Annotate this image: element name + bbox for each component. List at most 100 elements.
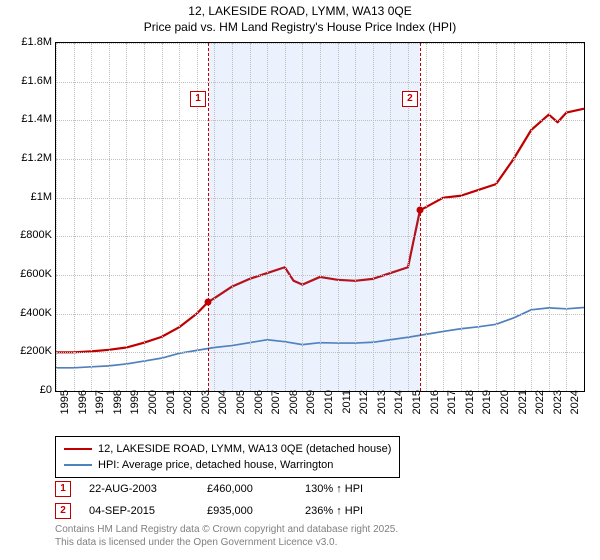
gridline-v [109,43,110,391]
gridline-v [232,43,233,391]
gridline-v [338,43,339,391]
gridline-v [531,43,532,391]
x-axis-label: 2007 [270,390,282,430]
legend-swatch [64,448,92,451]
x-axis-label: 2008 [288,390,300,430]
marker-line [420,43,421,391]
gridline-v [126,43,127,391]
annotation-date: 22-AUG-2003 [89,483,189,495]
y-axis-label: £1M [2,191,52,203]
x-axis-label: 2012 [358,390,370,430]
x-axis-label: 2000 [147,390,159,430]
marker-dot [416,207,423,214]
legend-item: 12, LAKESIDE ROAD, LYMM, WA13 0QE (detac… [64,441,391,457]
y-axis-label: £400K [2,307,52,319]
title-line-2: Price paid vs. HM Land Registry's House … [0,20,600,36]
x-axis-label: 1999 [129,390,141,430]
legend-label: 12, LAKESIDE ROAD, LYMM, WA13 0QE (detac… [98,443,391,455]
gridline-v [373,43,374,391]
x-axis-label: 2017 [446,390,458,430]
chart-title: 12, LAKESIDE ROAD, LYMM, WA13 0QE Price … [0,0,600,35]
y-axis-label: £600K [2,268,52,280]
marker-line [208,43,209,391]
footer-line-1: Contains HM Land Registry data © Crown c… [55,524,398,537]
y-axis-label: £1.4M [2,113,52,125]
x-axis-label: 2013 [376,390,388,430]
gridline-v [461,43,462,391]
annotation-row: 1 22-AUG-2003 £460,000 130% ↑ HPI [55,478,363,500]
annotation-price: £460,000 [207,483,287,495]
x-axis-label: 1995 [59,390,71,430]
x-axis-label: 1997 [94,390,106,430]
x-axis-label: 2011 [341,390,353,430]
chart-container: 12, LAKESIDE ROAD, LYMM, WA13 0QE Price … [0,0,600,560]
legend-label: HPI: Average price, detached house, Warr… [98,459,333,471]
title-line-1: 12, LAKESIDE ROAD, LYMM, WA13 0QE [0,4,600,20]
gridline-v [250,43,251,391]
x-axis-label: 2001 [165,390,177,430]
legend-swatch [64,464,92,467]
y-axis-label: £0 [2,384,52,396]
gridline-v [144,43,145,391]
x-axis-label: 2020 [499,390,511,430]
gridline-v [162,43,163,391]
y-axis-label: £1.2M [2,152,52,164]
gridline-v [566,43,567,391]
x-axis-label: 2024 [569,390,581,430]
marker-dot [205,299,212,306]
annotation-price: £935,000 [207,505,287,517]
x-axis-label: 1998 [112,390,124,430]
gridline-v [285,43,286,391]
gridline-v [496,43,497,391]
annotation-pct: 130% ↑ HPI [305,483,363,495]
x-axis-label: 2010 [323,390,335,430]
gridline-v [56,43,57,391]
x-axis-label: 1996 [77,390,89,430]
x-axis-label: 2005 [235,390,247,430]
gridline-v [91,43,92,391]
x-axis-label: 2006 [253,390,265,430]
footer-line-2: This data is licensed under the Open Gov… [55,537,398,550]
x-axis-label: 2022 [534,390,546,430]
x-axis-label: 2009 [305,390,317,430]
gridline-v [214,43,215,391]
y-axis-label: £200K [2,345,52,357]
x-axis-label: 2023 [552,390,564,430]
x-axis-label: 2004 [217,390,229,430]
gridline-v [302,43,303,391]
gridline-v [179,43,180,391]
x-axis-label: 2014 [393,390,405,430]
legend: 12, LAKESIDE ROAD, LYMM, WA13 0QE (detac… [55,436,400,478]
marker-label: 2 [402,91,418,107]
gridline-v [443,43,444,391]
x-axis-label: 2018 [464,390,476,430]
gridline-v [267,43,268,391]
gridline-v [355,43,356,391]
annotation-marker: 2 [55,503,71,519]
y-axis-label: £800K [2,229,52,241]
y-axis-label: £1.6M [2,75,52,87]
shaded-band [208,43,420,391]
annotation-date: 04-SEP-2015 [89,505,189,517]
legend-item: HPI: Average price, detached house, Warr… [64,457,391,473]
gridline-v [74,43,75,391]
x-axis-label: 2016 [429,390,441,430]
gridline-v [514,43,515,391]
annotation-row: 2 04-SEP-2015 £935,000 236% ↑ HPI [55,500,363,522]
x-axis-label: 2019 [481,390,493,430]
gridline-v [390,43,391,391]
x-axis-label: 2021 [517,390,529,430]
marker-label: 1 [190,91,206,107]
gridline-v [549,43,550,391]
gridline-v [426,43,427,391]
x-axis-label: 2003 [200,390,212,430]
footer: Contains HM Land Registry data © Crown c… [55,524,398,549]
annotation-marker: 1 [55,481,71,497]
gridline-v [478,43,479,391]
plot-area: 12 [55,42,585,392]
x-axis-label: 2002 [182,390,194,430]
annotation-table: 1 22-AUG-2003 £460,000 130% ↑ HPI 2 04-S… [55,478,363,522]
annotation-pct: 236% ↑ HPI [305,505,363,517]
x-axis-label: 2015 [411,390,423,430]
y-axis-label: £1.8M [2,36,52,48]
